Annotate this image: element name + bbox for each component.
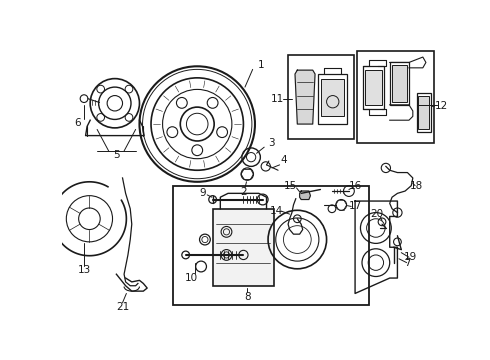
Text: 6: 6 (74, 118, 81, 128)
Text: 8: 8 (244, 292, 250, 302)
Bar (365, 70, 382, 105)
Bar (392, 65, 407, 103)
Text: 5: 5 (113, 150, 120, 160)
Bar (213, 209, 274, 286)
Bar (318, 74, 347, 124)
Bar (357, 51, 434, 143)
Text: 1: 1 (258, 60, 265, 70)
Text: 13: 13 (77, 265, 91, 275)
Bar (363, 66, 384, 109)
Polygon shape (300, 191, 311, 199)
Text: 11: 11 (270, 94, 284, 104)
Text: 18: 18 (410, 181, 423, 191)
Bar (172, 186, 369, 305)
Text: 14: 14 (270, 206, 283, 216)
Bar (288, 55, 354, 139)
Text: 19: 19 (404, 252, 417, 262)
Text: 4: 4 (280, 155, 287, 165)
Text: 7: 7 (404, 258, 411, 267)
Text: 21: 21 (116, 302, 129, 311)
Bar (390, 62, 409, 105)
Text: 12: 12 (435, 101, 448, 111)
Polygon shape (295, 70, 315, 124)
Bar (321, 78, 344, 116)
Text: 10: 10 (185, 273, 198, 283)
Text: 3: 3 (269, 138, 275, 148)
Text: 9: 9 (199, 188, 206, 198)
Text: 17: 17 (348, 202, 362, 211)
Bar (418, 95, 429, 130)
Text: 20: 20 (370, 209, 383, 219)
Text: 2: 2 (240, 187, 247, 197)
Text: 16: 16 (348, 181, 362, 192)
Text: 15: 15 (284, 181, 297, 192)
Bar (416, 93, 431, 132)
